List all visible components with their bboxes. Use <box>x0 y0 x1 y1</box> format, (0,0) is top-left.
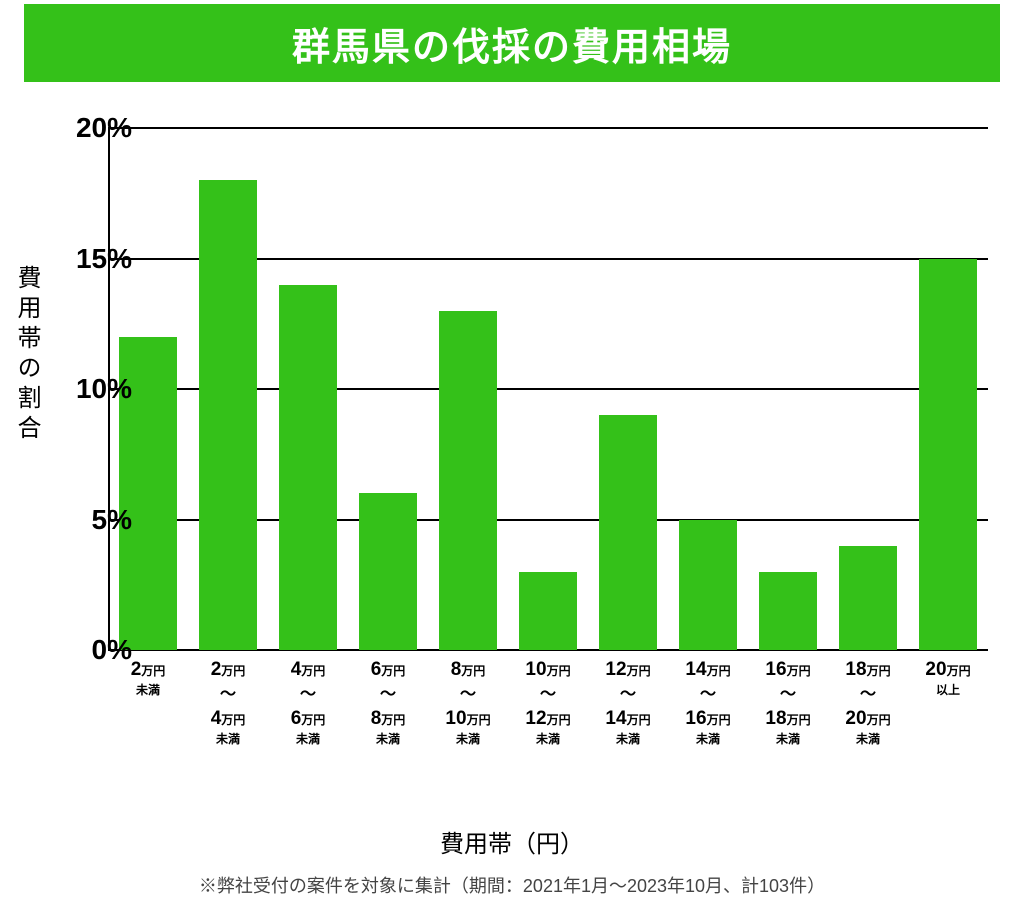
bar <box>439 311 497 650</box>
bar-slot <box>348 128 428 650</box>
x-axis-label: 費用帯（円） <box>0 824 1024 859</box>
bar <box>359 493 417 650</box>
title-bar: 群馬県の伐採の費用相場 <box>24 4 1000 82</box>
x-labels-group: 2万円未満2万円〜4万円未満4万円〜6万円未満6万円〜8万円未満8万円〜10万円… <box>108 658 988 748</box>
chart-title: 群馬県の伐採の費用相場 <box>292 16 732 71</box>
bar-slot <box>908 128 988 650</box>
x-tick-label: 12万円〜14万円未満 <box>588 658 668 748</box>
x-tick-label: 14万円〜16万円未満 <box>668 658 748 748</box>
bar-slot <box>508 128 588 650</box>
x-tick-label: 6万円〜8万円未満 <box>348 658 428 748</box>
x-tick-label: 2万円未満 <box>108 658 188 748</box>
y-tick-label: 5% <box>52 504 132 536</box>
bar <box>279 285 337 650</box>
x-tick-label: 4万円〜6万円未満 <box>268 658 348 748</box>
bar <box>519 572 577 650</box>
bar <box>679 520 737 651</box>
plot-area <box>108 128 988 650</box>
bar-slot <box>668 128 748 650</box>
x-tick-label: 8万円〜10万円未満 <box>428 658 508 748</box>
bar <box>839 546 897 650</box>
y-axis-label: 費用帯の割合 <box>14 265 44 445</box>
x-tick-label: 10万円〜12万円未満 <box>508 658 588 748</box>
bar-slot <box>748 128 828 650</box>
bar-slot <box>188 128 268 650</box>
bar <box>919 259 977 651</box>
x-tick-label: 18万円〜20万円未満 <box>828 658 908 748</box>
bar-slot <box>268 128 348 650</box>
bar <box>599 415 657 650</box>
bar-slot <box>428 128 508 650</box>
chart-container: 群馬県の伐採の費用相場 費用帯の割合 0%5%10%15%20% 2万円未満2万… <box>0 0 1024 907</box>
bar <box>199 180 257 650</box>
x-tick-label: 16万円〜18万円未満 <box>748 658 828 748</box>
bar <box>759 572 817 650</box>
bar-slot <box>588 128 668 650</box>
x-tick-label: 2万円〜4万円未満 <box>188 658 268 748</box>
x-tick-label: 20万円以上 <box>908 658 988 748</box>
bar-slot <box>828 128 908 650</box>
footnote: ※弊社受付の案件を対象に集計（期間：2021年1月〜2023年10月、計103件… <box>0 872 1024 898</box>
y-tick-label: 20% <box>52 112 132 144</box>
y-tick-label: 15% <box>52 243 132 275</box>
bars-group <box>108 128 988 650</box>
y-tick-label: 10% <box>52 373 132 405</box>
